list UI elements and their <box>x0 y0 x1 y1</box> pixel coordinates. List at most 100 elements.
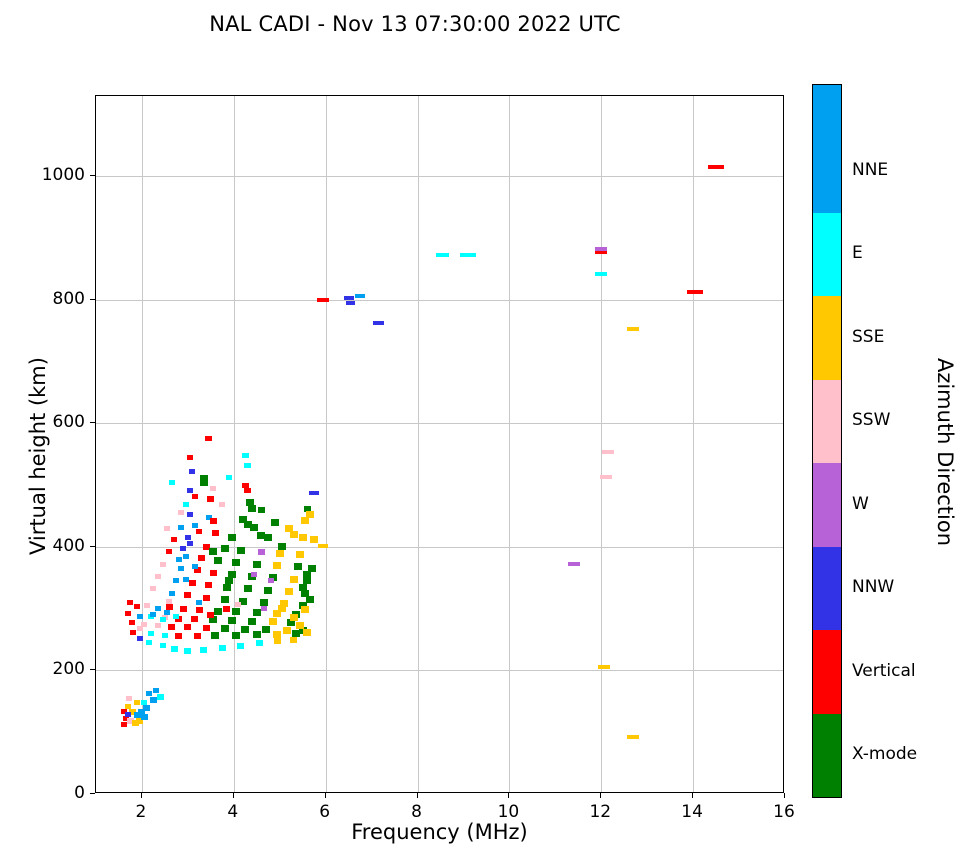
data-point <box>238 515 247 523</box>
data-point <box>238 597 247 605</box>
data-point <box>187 454 194 460</box>
data-point <box>131 719 139 726</box>
y-tick-mark <box>90 298 95 300</box>
data-point <box>219 502 226 508</box>
gridline-vertical <box>601 96 603 792</box>
data-point <box>218 645 226 652</box>
data-point <box>129 629 136 635</box>
data-point <box>303 571 312 579</box>
x-tick-mark <box>600 793 602 798</box>
data-point <box>273 610 282 618</box>
data-point <box>164 609 171 615</box>
gridline-vertical <box>233 96 235 792</box>
data-point <box>175 633 183 640</box>
data-point <box>177 510 184 516</box>
data-point <box>128 620 135 626</box>
colorbar-segment-x-mode <box>813 713 841 797</box>
data-point <box>243 520 252 528</box>
data-point <box>220 595 229 603</box>
y-tick-label: 0 <box>74 783 85 803</box>
data-point <box>182 502 189 508</box>
data-point <box>298 583 307 591</box>
data-point <box>291 629 300 637</box>
chart-title: NAL CADI - Nov 13 07:30:00 2022 UTC <box>209 12 621 36</box>
y-tick-label: 1000 <box>41 165 85 186</box>
data-point <box>250 523 259 531</box>
colorbar-label-vertical: Vertical <box>852 660 916 681</box>
data-point <box>129 708 137 715</box>
data-point <box>175 556 182 562</box>
data-point <box>289 575 298 583</box>
data-point <box>318 543 329 548</box>
data-point <box>278 543 287 551</box>
data-point <box>226 475 233 481</box>
x-tick-label: 4 <box>227 802 239 822</box>
data-point <box>273 637 281 644</box>
data-point <box>196 600 203 605</box>
x-tick-mark <box>324 793 326 798</box>
data-point <box>207 495 215 502</box>
data-point <box>708 165 725 170</box>
data-point <box>298 627 307 635</box>
data-point <box>161 633 168 639</box>
data-point <box>187 512 194 518</box>
data-point <box>150 586 157 592</box>
gridline-horizontal <box>96 176 783 178</box>
data-point <box>179 605 187 612</box>
data-point <box>289 531 298 539</box>
data-point <box>289 614 298 622</box>
data-point <box>159 617 166 623</box>
data-point <box>125 712 132 718</box>
data-point <box>168 590 175 596</box>
x-tick-label: 10 <box>497 802 520 822</box>
data-point <box>136 635 143 641</box>
data-point <box>122 716 129 722</box>
data-point <box>303 577 312 585</box>
data-point <box>164 525 171 531</box>
data-point <box>143 603 150 609</box>
y-tick-mark <box>90 175 95 177</box>
data-point <box>184 624 192 631</box>
x-tick-label: 12 <box>589 802 612 822</box>
colorbar-label-ssw: SSW <box>852 410 891 431</box>
data-point <box>257 506 265 513</box>
data-point <box>267 578 274 584</box>
x-tick-label: 16 <box>773 802 795 822</box>
data-point <box>567 561 580 566</box>
data-point <box>310 536 319 543</box>
data-point <box>155 623 161 629</box>
x-tick-mark <box>416 793 418 798</box>
data-point <box>264 586 273 594</box>
data-point <box>156 694 164 701</box>
data-point <box>355 294 366 299</box>
data-point <box>155 606 161 612</box>
data-point <box>227 616 236 624</box>
data-point <box>188 579 196 586</box>
gridline-vertical <box>509 96 511 792</box>
data-point <box>627 327 640 332</box>
data-point <box>257 548 265 555</box>
data-point <box>209 548 218 556</box>
data-point <box>125 703 132 709</box>
data-point <box>202 543 210 550</box>
data-point <box>202 594 210 601</box>
data-point <box>599 475 612 480</box>
data-point <box>244 487 252 493</box>
data-point <box>687 290 704 295</box>
gridline-horizontal <box>96 670 783 672</box>
plot-area <box>95 95 784 793</box>
x-tick-label: 14 <box>681 802 703 822</box>
data-point <box>120 709 127 715</box>
gridline-horizontal <box>96 546 783 548</box>
x-tick-label: 6 <box>319 802 331 822</box>
x-tick-mark <box>140 793 142 798</box>
data-point <box>166 598 173 604</box>
data-point <box>252 631 261 639</box>
data-point <box>136 718 144 725</box>
data-point <box>296 550 305 558</box>
data-point <box>199 480 208 487</box>
colorbar-segment-vertical <box>813 630 841 714</box>
data-point <box>136 613 143 619</box>
data-point <box>202 624 210 631</box>
data-point <box>294 563 303 571</box>
